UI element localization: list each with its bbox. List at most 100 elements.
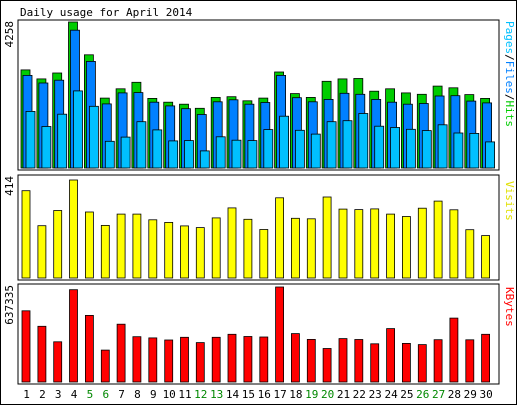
bar-visits-day-12 — [195, 227, 205, 279]
bar-kbytes-day-30 — [481, 333, 491, 383]
bar-visits-day-17 — [275, 197, 285, 279]
bar-visits-day-29 — [465, 229, 475, 279]
bar-pages-day-22 — [358, 113, 369, 169]
ylabel-part-0-4: Hits — [503, 101, 516, 128]
x-tick-label-day-7: 7 — [118, 388, 125, 401]
bar-kbytes-day-21 — [338, 338, 348, 383]
bar-visits-day-26 — [417, 207, 427, 279]
bar-visits-day-28 — [449, 209, 459, 279]
x-tick-label-day-22: 22 — [353, 388, 366, 401]
bar-pages-day-30 — [485, 141, 496, 169]
x-tick-label-day-6: 6 — [102, 388, 109, 401]
bar-pages-day-21 — [342, 120, 353, 169]
bar-kbytes-day-9 — [148, 337, 158, 383]
x-tick-label-day-21: 21 — [337, 388, 350, 401]
ylabel-part-2-0: KBytes — [503, 287, 516, 327]
bar-kbytes-day-11 — [180, 336, 189, 383]
bar-pages-day-1 — [25, 111, 36, 169]
bar-visits-day-25 — [401, 216, 411, 279]
bar-pages-day-29 — [469, 132, 480, 169]
bars-hits — [20, 21, 496, 169]
bar-visits-day-27 — [433, 200, 443, 279]
bar-pages-day-15 — [247, 140, 258, 169]
bar-kbytes-day-20 — [322, 348, 332, 383]
bar-visits-day-11 — [180, 225, 189, 279]
bar-visits-day-6 — [100, 224, 110, 279]
x-tick-label-day-24: 24 — [384, 388, 398, 401]
x-tick-label-day-9: 9 — [150, 388, 157, 401]
bar-pages-day-7 — [120, 136, 131, 169]
bar-pages-day-9 — [152, 129, 163, 169]
bar-kbytes-day-24 — [386, 328, 396, 383]
bar-kbytes-day-2 — [37, 325, 47, 383]
bar-pages-day-12 — [199, 150, 210, 169]
bar-pages-day-25 — [405, 128, 416, 169]
bar-pages-day-2 — [41, 126, 52, 169]
bar-pages-day-3 — [57, 113, 68, 169]
bar-visits-day-14 — [227, 207, 237, 279]
bar-pages-day-10 — [168, 140, 179, 169]
bar-kbytes-day-1 — [21, 310, 31, 383]
x-tick-label-day-28: 28 — [448, 388, 461, 401]
bar-visits-day-18 — [290, 217, 300, 279]
x-tick-label-day-29: 29 — [464, 388, 477, 401]
ylabel-part-0-3: / — [503, 94, 516, 101]
bar-kbytes-day-15 — [243, 336, 253, 383]
bar-kbytes-day-10 — [164, 339, 174, 383]
bar-kbytes-day-19 — [306, 338, 316, 383]
bar-kbytes-day-3 — [53, 341, 63, 383]
x-tick-label-day-8: 8 — [134, 388, 141, 401]
bar-kbytes-day-17 — [275, 286, 285, 383]
bar-pages-day-28 — [453, 132, 464, 169]
panel-ylabel-hits: Pages/Files/Hits — [503, 21, 516, 127]
x-tick-label-day-11: 11 — [178, 388, 191, 401]
x-tick-label-day-16: 16 — [258, 388, 271, 401]
bar-pages-day-16 — [263, 129, 274, 169]
bar-pages-day-5 — [89, 105, 99, 169]
bar-visits-day-21 — [338, 208, 348, 279]
bar-pages-day-27 — [437, 124, 448, 169]
bar-visits-day-3 — [53, 210, 63, 279]
x-tick-label-day-2: 2 — [39, 388, 46, 401]
bar-visits-day-22 — [354, 209, 364, 279]
chart-title: Daily usage for April 2014 — [20, 6, 193, 19]
bar-visits-day-24 — [386, 213, 396, 279]
bar-kbytes-day-14 — [227, 333, 237, 383]
panel-max-label-visits: 414 — [3, 176, 16, 196]
bars-kbytes — [21, 286, 491, 383]
x-tick-label-day-4: 4 — [71, 388, 78, 401]
x-tick-label-day-17: 17 — [273, 388, 286, 401]
bar-visits-day-13 — [211, 217, 221, 279]
x-tick-label-day-30: 30 — [479, 388, 492, 401]
bar-kbytes-day-5 — [85, 314, 94, 383]
bar-kbytes-day-25 — [401, 342, 411, 383]
x-tick-label-day-23: 23 — [369, 388, 382, 401]
x-tick-label-day-18: 18 — [289, 388, 302, 401]
bar-kbytes-day-29 — [465, 339, 475, 383]
bar-kbytes-day-16 — [259, 336, 269, 383]
x-tick-label-day-14: 14 — [226, 388, 240, 401]
bar-kbytes-day-12 — [195, 342, 205, 383]
bar-visits-day-2 — [37, 225, 47, 279]
x-tick-label-day-27: 27 — [432, 388, 445, 401]
bar-visits-day-8 — [132, 213, 142, 279]
bar-visits-day-1 — [21, 190, 31, 279]
bar-visits-day-4 — [69, 179, 78, 279]
bar-kbytes-day-18 — [290, 333, 300, 383]
bar-kbytes-day-8 — [132, 336, 142, 383]
bar-kbytes-day-13 — [211, 336, 221, 383]
bar-kbytes-day-27 — [433, 339, 443, 383]
bar-visits-day-30 — [481, 235, 491, 279]
x-tick-label-day-26: 26 — [416, 388, 429, 401]
bar-visits-day-15 — [243, 218, 253, 279]
bar-visits-day-9 — [148, 219, 158, 279]
bar-pages-day-18 — [294, 129, 305, 169]
bar-pages-day-20 — [326, 121, 337, 169]
bar-kbytes-day-7 — [116, 323, 126, 383]
bar-pages-day-24 — [390, 127, 401, 169]
x-tick-label-day-3: 3 — [55, 388, 62, 401]
bar-pages-day-14 — [231, 139, 242, 169]
bar-visits-day-5 — [85, 211, 94, 279]
x-tick-label-day-5: 5 — [87, 388, 94, 401]
